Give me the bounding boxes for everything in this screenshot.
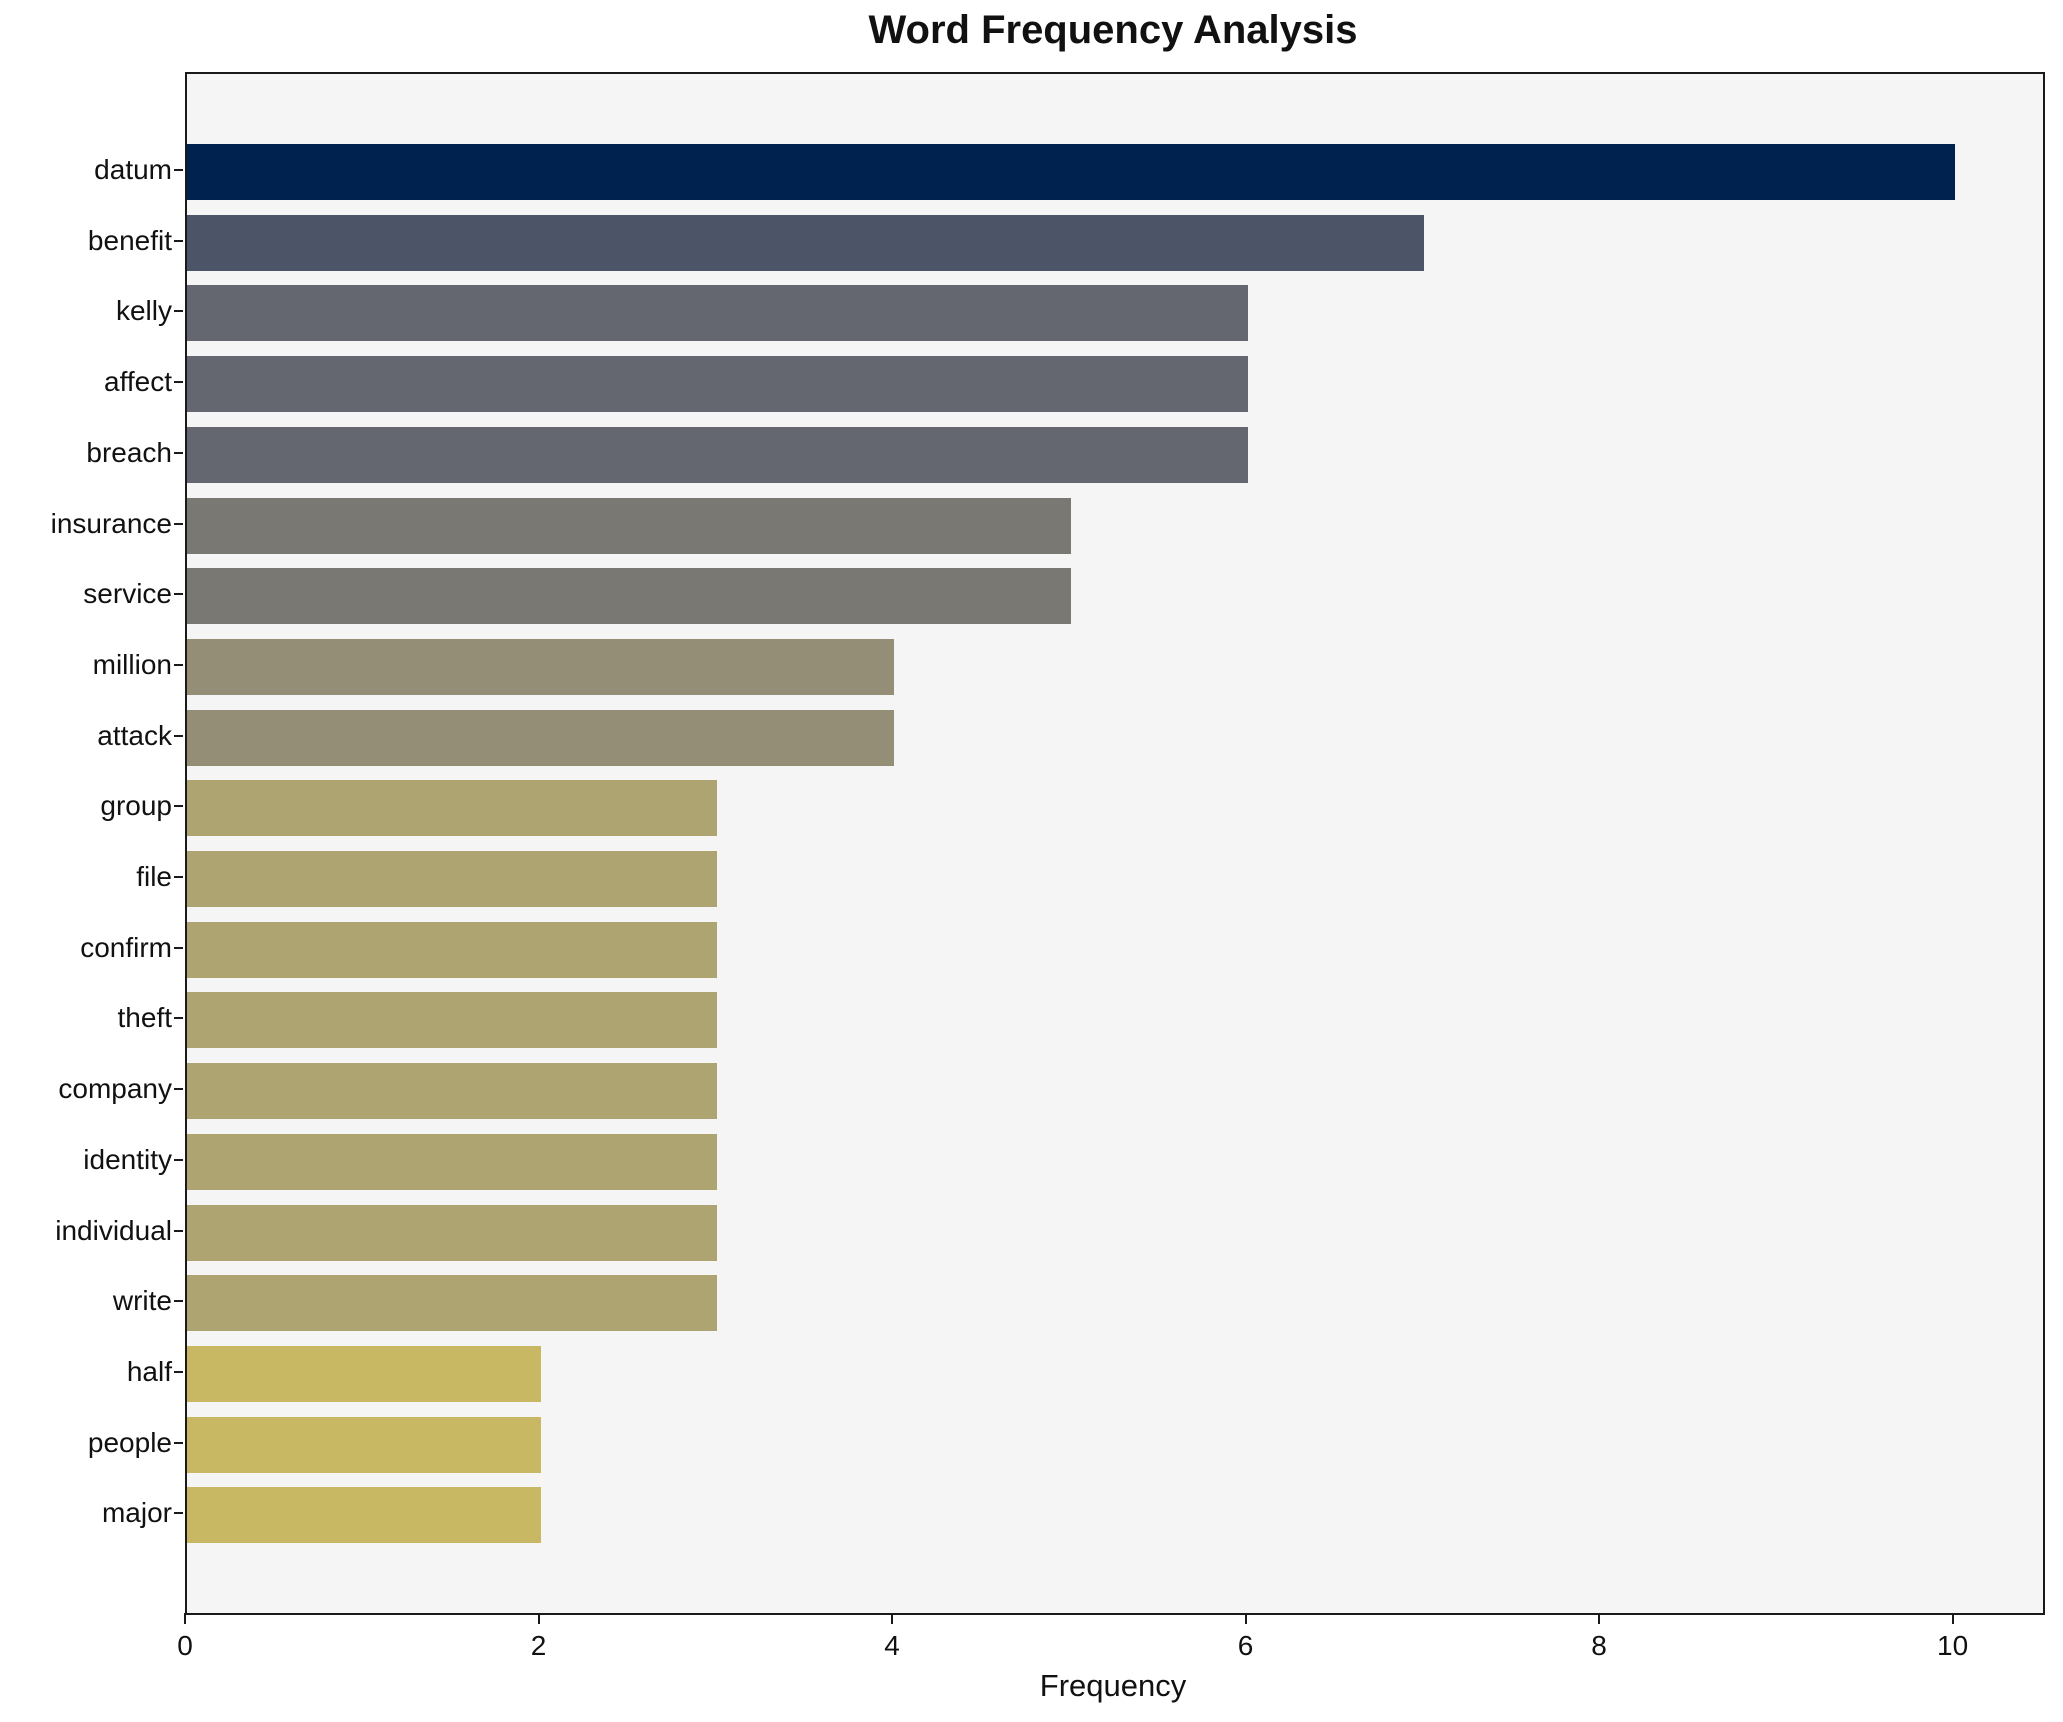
y-tick [174,1370,183,1373]
bar-datum [187,144,1955,200]
y-tick [174,876,183,878]
bar-confirm [187,921,718,978]
x-tick [891,1613,894,1624]
y-tick-label: people [87,1426,172,1458]
x-tick-label: 6 [1237,1630,1254,1661]
bar-file [187,851,718,907]
bar-service [187,568,1071,625]
x-tick-label: 4 [884,1630,900,1661]
y-tick-label: half [126,1355,172,1387]
bar-major [187,1487,541,1544]
y-tick-label: file [136,861,172,892]
bar-individual [187,1204,718,1261]
bar-insurance [187,497,1071,554]
bar-company [187,1063,718,1120]
y-tick [174,1088,183,1091]
y-tick [174,310,183,313]
bar-identity [187,1133,718,1190]
bar-write [187,1275,718,1332]
y-tick [174,1512,183,1515]
y-tick-label: kelly [115,295,172,327]
chart-title: Word Frequency Analysis [868,8,1358,52]
x-tick [184,1613,186,1624]
x-tick [1244,1613,1247,1624]
x-tick [537,1613,540,1624]
bar-group [187,780,718,837]
y-tick-label: company [58,1073,172,1105]
bar-kelly [187,285,1248,342]
bar-affect [187,356,1248,413]
y-tick [174,734,183,737]
y-tick-label: theft [117,1002,172,1034]
plot-area [185,72,2045,1615]
y-tick-label: million [92,648,172,680]
y-tick [174,1229,183,1232]
y-tick [174,663,183,666]
y-tick [174,946,183,949]
x-tick-label: 8 [1591,1630,1607,1661]
x-tick [1951,1613,1954,1624]
y-tick-label: insurance [50,507,172,539]
bar-people [187,1416,541,1473]
y-tick [174,381,183,384]
y-tick-label: benefit [87,224,172,256]
y-tick-label: individual [55,1214,172,1246]
x-tick-label: 10 [1937,1630,1969,1661]
bar-half [187,1345,541,1402]
y-tick [174,239,183,242]
y-tick [174,593,183,596]
bar-attack [187,709,894,766]
bar-million [187,638,894,695]
x-tick [1598,1613,1601,1624]
y-tick [174,1158,183,1161]
x-tick-label: 2 [530,1630,547,1661]
y-tick [174,451,183,454]
bar-theft [187,992,718,1049]
y-tick [174,169,183,171]
x-axis-label: Frequency [1039,1668,1187,1703]
y-tick-label: datum [94,154,172,185]
y-tick-label: breach [86,436,172,468]
y-tick [174,1017,183,1020]
y-tick-label: attack [97,719,172,751]
y-tick-label: service [83,578,172,610]
bar-benefit [187,214,1425,271]
y-tick-label: group [100,790,172,822]
bar-breach [187,426,1248,483]
x-tick-label: 0 [177,1630,193,1661]
y-tick-label: confirm [80,931,172,963]
y-tick-label: write [112,1285,172,1317]
y-tick-label: major [101,1497,172,1529]
y-tick [174,1441,183,1444]
y-tick [174,805,183,808]
y-tick [174,522,183,525]
y-tick [174,1300,183,1303]
y-tick-label: affect [104,366,172,398]
y-tick-label: identity [83,1143,172,1175]
